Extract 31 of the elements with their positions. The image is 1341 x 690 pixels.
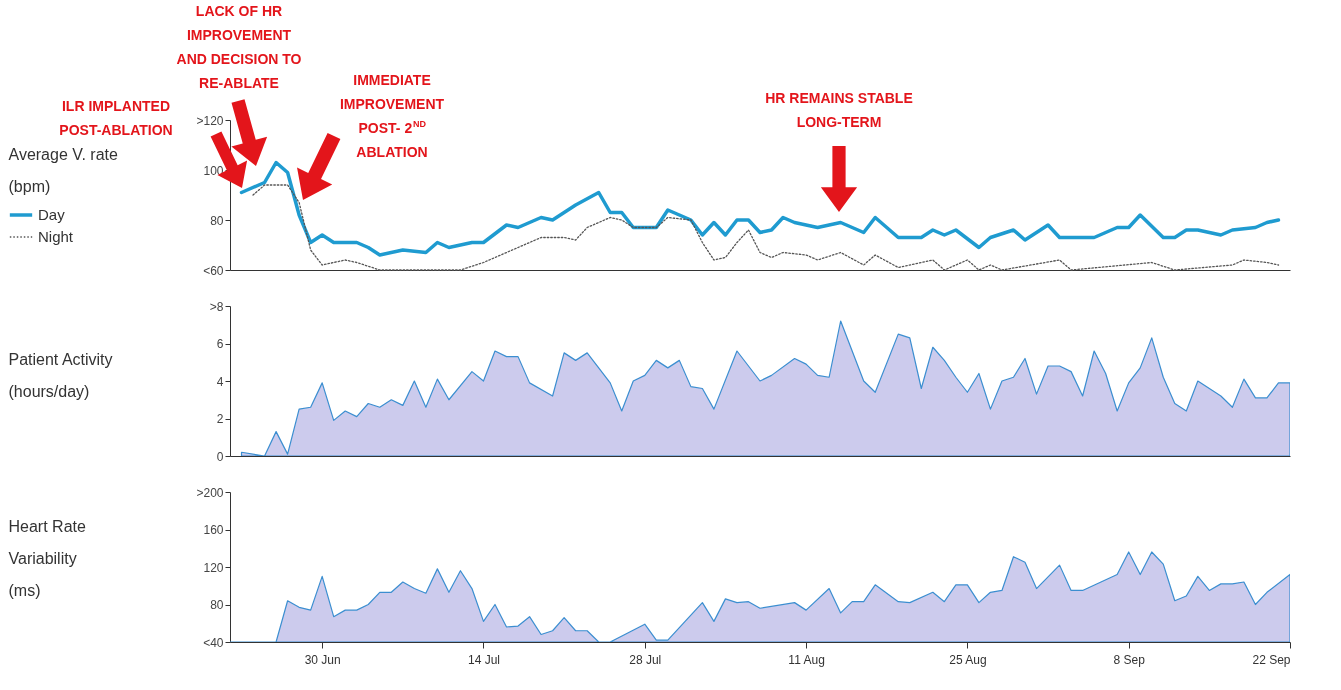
line-series: [239, 160, 1281, 257]
y-tick-label: <60: [203, 263, 224, 278]
annotation: HR REMAINS STABLE LONG-TERM: [765, 90, 913, 130]
legend-label: Night: [38, 228, 74, 245]
text: LACK OF HR IMPROVEMENT AND DECISION TO RE-ABLATE: [176, 3, 302, 91]
y-tick-label: 100: [203, 163, 224, 178]
legend-label: Day: [38, 206, 66, 223]
y-axis-title: Patient Activity (hours/day): [8, 350, 113, 400]
y-tick-label: <40: [203, 635, 224, 650]
y-tick-label: 4: [216, 374, 224, 389]
y-axis-title: Heart Rate Variability (ms): [8, 517, 86, 599]
text: ILR IMPLANTED POST-ABLATION: [59, 98, 173, 138]
x-tick-label: 22 Sep: [1252, 652, 1291, 667]
y-tick-label: 120: [203, 560, 224, 575]
y-tick-label: 2: [216, 412, 224, 426]
x-tick-label: 14 Jul: [467, 652, 500, 667]
x-tick-label: 25 Aug: [949, 652, 987, 667]
y-tick-label: 160: [203, 523, 224, 537]
x-tick-label: 28 Jul: [629, 652, 662, 667]
y-tick-label: 6: [216, 337, 224, 351]
y-tick-label: >120: [196, 113, 224, 128]
y-tick-label: 80: [210, 598, 224, 612]
x-tick-label: 30 Jun: [304, 652, 341, 667]
y-tick-label: >8: [209, 299, 224, 314]
y-tick-label: >200: [196, 485, 224, 500]
y-tick-label: 80: [210, 213, 224, 228]
x-tick-label: 11 Aug: [788, 652, 825, 667]
x-tick-label: 8 Sep: [1113, 652, 1146, 667]
line-series: [252, 184, 1280, 271]
y-tick-label: 0: [216, 449, 224, 464]
y-axis-title: Average V. rate (bpm): [8, 145, 119, 195]
